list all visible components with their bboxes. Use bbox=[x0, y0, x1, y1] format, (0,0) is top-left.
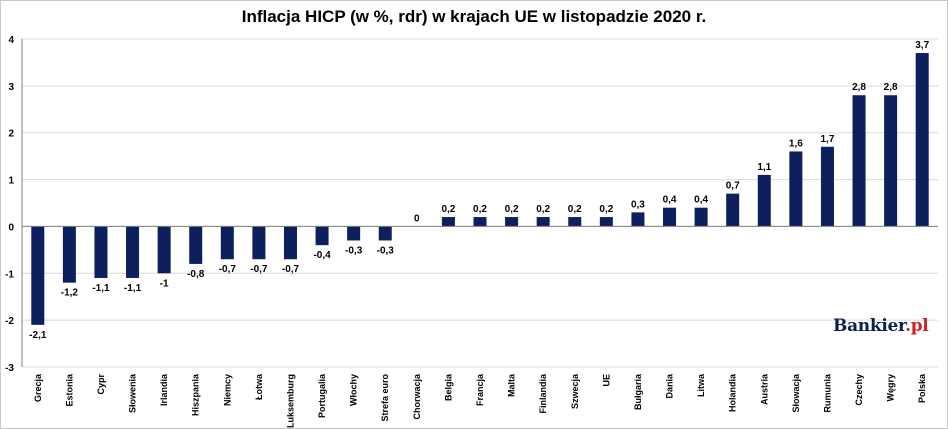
data-label: -2,1 bbox=[29, 330, 47, 341]
bar bbox=[94, 226, 108, 278]
x-tick-label: Holandia bbox=[728, 373, 738, 412]
data-label: -0,4 bbox=[313, 250, 331, 261]
bar bbox=[726, 193, 740, 227]
data-label: 0,2 bbox=[505, 204, 519, 215]
data-label: -0,7 bbox=[250, 264, 268, 275]
data-label: 0,2 bbox=[568, 204, 582, 215]
data-label: 1,7 bbox=[820, 134, 834, 145]
bar bbox=[157, 226, 171, 274]
x-tick-label: Luksemburg bbox=[285, 374, 295, 428]
bar bbox=[315, 226, 329, 246]
bar bbox=[884, 95, 898, 227]
x-tick-label: Strefa euro bbox=[380, 373, 390, 421]
bar bbox=[820, 146, 834, 227]
data-label: 0,4 bbox=[694, 195, 708, 206]
bar bbox=[378, 226, 392, 241]
data-label: 0 bbox=[414, 213, 420, 224]
data-label: 2,8 bbox=[852, 82, 866, 93]
data-label: -1,1 bbox=[92, 283, 110, 294]
data-label: 2,8 bbox=[884, 82, 898, 93]
y-tick-label: -1 bbox=[5, 269, 14, 280]
bar bbox=[31, 226, 45, 325]
bar bbox=[789, 151, 803, 227]
x-tick-label: Rumunia bbox=[822, 373, 832, 412]
x-tick-label: Chorwacja bbox=[412, 373, 422, 420]
x-tick-label: Portugalia bbox=[317, 373, 327, 418]
y-tick-label: -3 bbox=[5, 363, 14, 374]
bar bbox=[62, 226, 76, 283]
bar bbox=[283, 226, 297, 260]
bar bbox=[347, 226, 361, 241]
bar bbox=[473, 217, 487, 227]
x-tick-label: Bułgaria bbox=[633, 373, 643, 410]
data-label: 0,4 bbox=[663, 195, 677, 206]
bar bbox=[757, 174, 771, 227]
data-label: -1 bbox=[160, 278, 169, 289]
y-tick-label: 4 bbox=[8, 35, 14, 46]
x-tick-label: Słowacja bbox=[791, 373, 801, 413]
data-label: -1,2 bbox=[61, 288, 79, 299]
y-tick-label: 0 bbox=[8, 222, 14, 233]
bar bbox=[126, 226, 140, 278]
bar bbox=[631, 212, 645, 227]
x-tick-label: Litwa bbox=[696, 373, 706, 397]
bar bbox=[915, 53, 929, 227]
x-tick-label: Malta bbox=[507, 373, 517, 397]
x-tick-label: Czechy bbox=[854, 374, 864, 406]
bar bbox=[852, 95, 866, 227]
x-tick-label: Estonia bbox=[64, 373, 74, 407]
data-label: 0,2 bbox=[536, 204, 550, 215]
data-label: 0,3 bbox=[631, 199, 645, 210]
bar bbox=[441, 217, 455, 227]
x-tick-label: Grecja bbox=[33, 373, 43, 402]
data-label: 1,6 bbox=[789, 138, 803, 149]
data-label: -0,3 bbox=[377, 245, 395, 256]
x-tick-label: Włochy bbox=[349, 374, 359, 406]
data-label: 0,2 bbox=[441, 204, 455, 215]
y-tick-label: 1 bbox=[8, 176, 14, 187]
bar bbox=[599, 217, 613, 227]
x-tick-label: Polska bbox=[917, 373, 927, 403]
bar bbox=[220, 226, 234, 260]
data-label: 0,2 bbox=[599, 204, 613, 215]
data-label: -0,3 bbox=[345, 245, 363, 256]
data-label: -0,7 bbox=[219, 264, 237, 275]
data-label: 1,1 bbox=[757, 162, 771, 173]
chart-title: Inflacja HICP (w %, rdr) w krajach UE w … bbox=[241, 7, 707, 26]
x-tick-label: Szwecja bbox=[570, 373, 580, 409]
x-tick-label: Belgia bbox=[443, 373, 453, 401]
x-tick-label: Austria bbox=[759, 373, 769, 405]
data-label: 0,7 bbox=[726, 181, 740, 192]
bar bbox=[663, 207, 677, 227]
bankier-logo: Bankier.pl bbox=[833, 316, 929, 336]
bar bbox=[568, 217, 582, 227]
data-label: -0,8 bbox=[187, 269, 205, 280]
y-tick-label: 2 bbox=[8, 129, 14, 140]
logo-domain: .pl bbox=[905, 316, 929, 336]
x-tick-label: Irlandia bbox=[159, 373, 169, 406]
data-label: 0,2 bbox=[473, 204, 487, 215]
logo-text: Bankier bbox=[833, 316, 906, 336]
y-tick-label: -2 bbox=[5, 316, 14, 327]
bar bbox=[536, 217, 550, 227]
bar bbox=[252, 226, 266, 260]
x-tick-label: Słowenia bbox=[128, 373, 138, 413]
x-tick-label: Łotwa bbox=[254, 373, 264, 400]
x-tick-label: UE bbox=[601, 374, 611, 387]
x-tick-label: Dania bbox=[665, 373, 675, 399]
data-label: 3,7 bbox=[915, 40, 929, 51]
x-tick-label: Finlandia bbox=[538, 373, 548, 413]
x-tick-label: Niemcy bbox=[222, 374, 232, 406]
x-tick-label: Węgry bbox=[886, 374, 896, 402]
y-tick-label: 3 bbox=[8, 82, 14, 93]
bar bbox=[694, 207, 708, 227]
data-label: -0,7 bbox=[282, 264, 300, 275]
x-tick-label: Francja bbox=[475, 373, 485, 406]
x-tick-label: Hiszpania bbox=[191, 373, 201, 416]
x-tick-label: Cypr bbox=[96, 374, 106, 395]
bar bbox=[505, 217, 519, 227]
data-label: -1,1 bbox=[124, 283, 142, 294]
bar bbox=[189, 226, 203, 264]
